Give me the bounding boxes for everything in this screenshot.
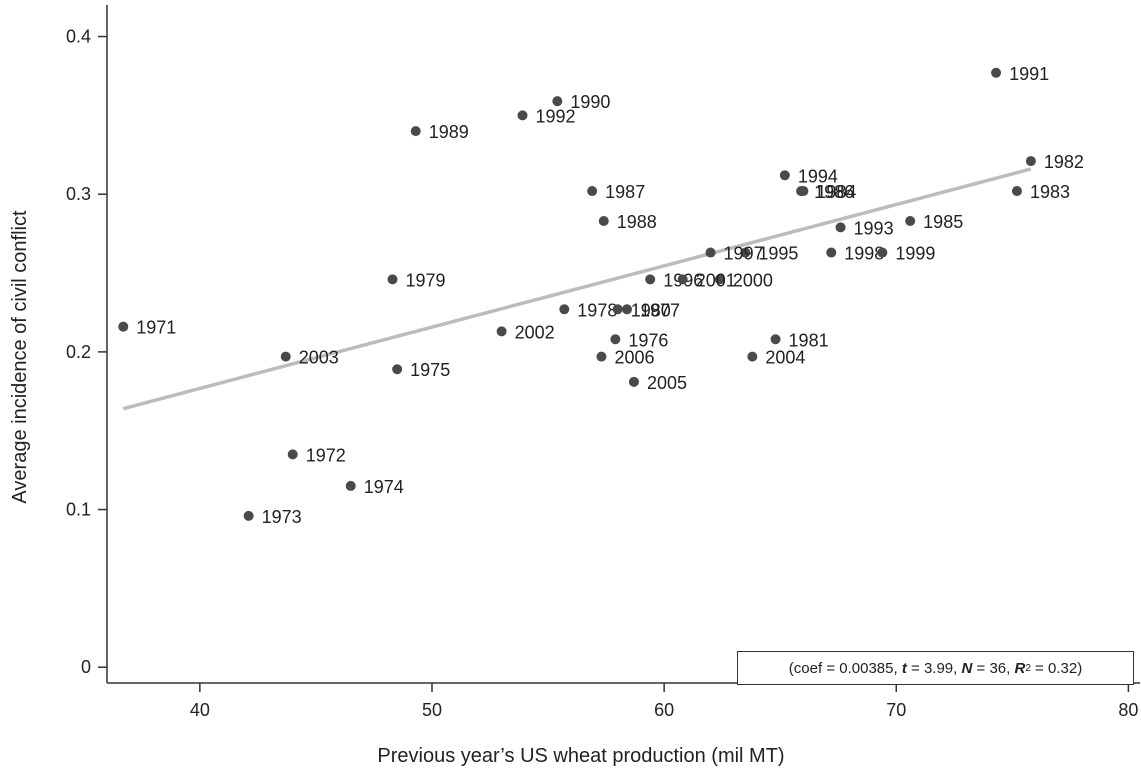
point-label: 1991 — [1009, 64, 1049, 84]
point-label: 1987 — [605, 182, 645, 202]
annotation-r2-superscript: 2 — [1025, 663, 1031, 674]
data-point — [518, 110, 528, 120]
point-label: 1994 — [798, 166, 838, 186]
annotation-t-label: t — [902, 660, 907, 677]
y-tick-label: 0 — [81, 657, 91, 677]
point-label: 1979 — [406, 270, 446, 290]
point-label: 2003 — [299, 348, 339, 368]
data-point — [244, 511, 254, 521]
data-point — [497, 326, 507, 336]
point-label: 1971 — [136, 318, 176, 338]
data-point — [281, 352, 291, 362]
annotation-close-paren: ) — [1077, 660, 1082, 677]
annotation-n-value: 36 — [989, 660, 1006, 677]
point-label: 1978 — [577, 300, 617, 320]
data-point — [559, 304, 569, 314]
data-point — [552, 96, 562, 106]
point-label: 1985 — [923, 212, 963, 232]
x-tick-label: 70 — [886, 700, 906, 720]
point-label: 1990 — [570, 92, 610, 112]
data-point — [796, 186, 806, 196]
point-label: 2004 — [765, 348, 805, 368]
annotation-t-value: 3.99 — [924, 660, 953, 677]
data-point — [599, 216, 609, 226]
point-label: 1995 — [758, 244, 798, 264]
data-point — [388, 274, 398, 284]
data-point — [1012, 186, 1022, 196]
annotation-n-label: N — [962, 660, 973, 677]
data-point — [836, 222, 846, 232]
point-label: 1993 — [854, 218, 894, 238]
x-tick-label: 50 — [422, 700, 442, 720]
data-point — [596, 352, 606, 362]
point-label: 1980 — [631, 300, 671, 320]
fit-line-group — [123, 169, 1031, 409]
x-tick-label: 40 — [190, 700, 210, 720]
data-point — [346, 481, 356, 491]
annotation-coef-value: 0.00385 — [839, 660, 893, 677]
point-label: 1973 — [262, 507, 302, 527]
point-label: 2000 — [733, 270, 773, 290]
data-point — [610, 334, 620, 344]
x-tick-label: 80 — [1118, 700, 1138, 720]
data-point — [991, 68, 1001, 78]
axes: 40 50 60 70 80 0 0.1 0.2 0.3 0.4 — [66, 5, 1140, 720]
point-label: 1983 — [1030, 182, 1070, 202]
points-group: 1971197219731974197519761977197819791980… — [118, 64, 1084, 527]
data-point — [613, 304, 623, 314]
point-label: 1974 — [364, 477, 404, 497]
data-point — [678, 274, 688, 284]
data-point — [118, 322, 128, 332]
fit-line — [123, 169, 1031, 409]
data-point — [877, 248, 887, 258]
point-label: 2001 — [696, 270, 736, 290]
point-label: 1989 — [429, 122, 469, 142]
point-label: 2002 — [515, 322, 555, 342]
y-tick-label: 0.1 — [66, 500, 91, 520]
x-axis-title: Previous year’s US wheat production (mil… — [377, 745, 784, 767]
data-point — [645, 274, 655, 284]
data-point — [747, 352, 757, 362]
point-label: 2005 — [647, 373, 687, 393]
x-tick-label: 60 — [654, 700, 674, 720]
data-point — [392, 364, 402, 374]
point-label: 2006 — [614, 348, 654, 368]
data-point — [411, 126, 421, 136]
data-point — [780, 170, 790, 180]
data-point — [629, 377, 639, 387]
data-point — [771, 334, 781, 344]
y-tick-label: 0.3 — [66, 184, 91, 204]
point-label: 1997 — [724, 244, 764, 264]
point-label: 1975 — [410, 360, 450, 380]
annotation-r2-label: R — [1014, 660, 1025, 677]
point-label: 1988 — [617, 212, 657, 232]
y-axis-title: Average incidence of civil conflict — [9, 210, 31, 504]
data-point — [826, 248, 836, 258]
annotation-r2-value: 0.32 — [1048, 660, 1077, 677]
point-label: 1992 — [536, 106, 576, 126]
point-label: 1972 — [306, 445, 346, 465]
y-tick-label: 0.4 — [66, 27, 91, 47]
annotation-coef-label: coef — [794, 660, 822, 677]
data-point — [706, 248, 716, 258]
data-point — [1026, 156, 1036, 166]
y-tick-label: 0.2 — [66, 342, 91, 362]
point-label: 1982 — [1044, 152, 1084, 172]
data-point — [587, 186, 597, 196]
data-point — [288, 449, 298, 459]
point-label: 1999 — [895, 244, 935, 264]
data-point — [905, 216, 915, 226]
